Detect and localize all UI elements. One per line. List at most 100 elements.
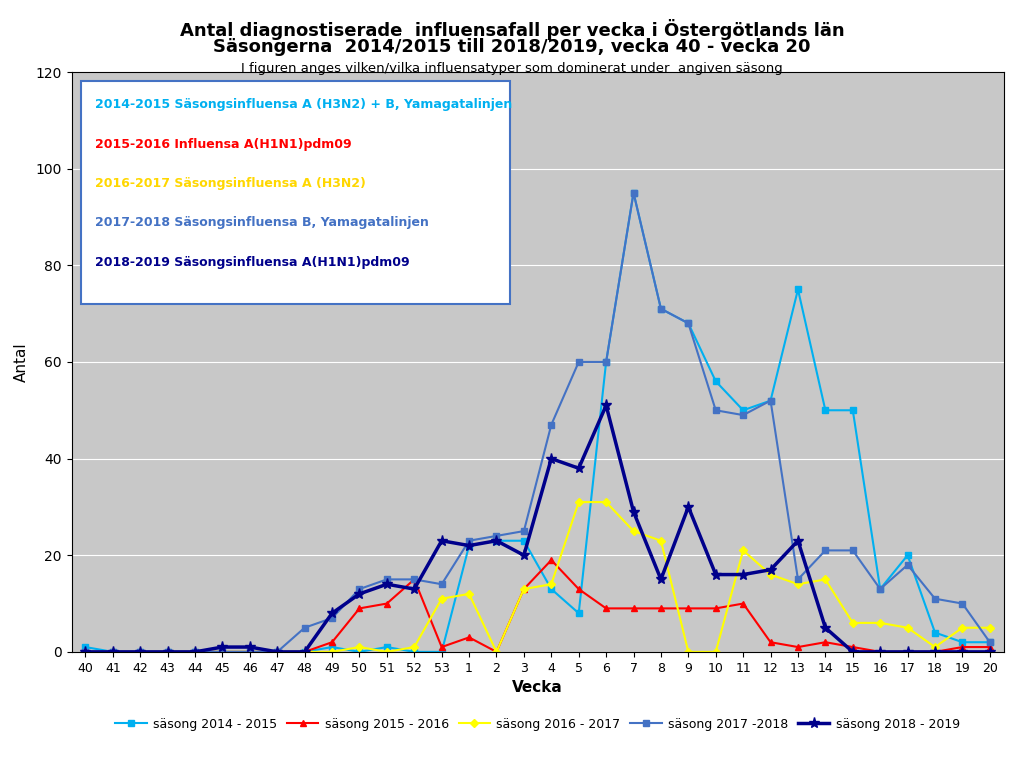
säsong 2018 - 2019 bbox=[271, 647, 284, 656]
säsong 2018 - 2019 bbox=[326, 609, 338, 618]
säsong 2017 -2018 bbox=[463, 536, 475, 545]
säsong 2018 - 2019 bbox=[79, 647, 91, 656]
säsong 2017 -2018 bbox=[353, 584, 366, 594]
säsong 2015 - 2016 bbox=[874, 647, 887, 656]
säsong 2015 - 2016 bbox=[984, 643, 996, 652]
säsong 2017 -2018 bbox=[792, 575, 804, 584]
säsong 2016 - 2017 bbox=[134, 647, 146, 656]
Line: säsong 2015 - 2016: säsong 2015 - 2016 bbox=[82, 556, 993, 656]
säsong 2014 - 2015 bbox=[326, 643, 338, 652]
säsong 2015 - 2016 bbox=[819, 637, 831, 647]
säsong 2018 - 2019 bbox=[162, 647, 174, 656]
säsong 2017 -2018 bbox=[326, 613, 338, 622]
säsong 2014 - 2015 bbox=[435, 647, 447, 656]
säsong 2018 - 2019 bbox=[106, 647, 119, 656]
säsong 2018 - 2019 bbox=[901, 647, 913, 656]
säsong 2018 - 2019 bbox=[299, 647, 311, 656]
säsong 2015 - 2016 bbox=[929, 647, 941, 656]
säsong 2014 - 2015 bbox=[682, 318, 694, 327]
säsong 2017 -2018 bbox=[956, 599, 969, 608]
Legend: säsong 2014 - 2015, säsong 2015 - 2016, säsong 2016 - 2017, säsong 2017 -2018, s: säsong 2014 - 2015, säsong 2015 - 2016, … bbox=[111, 713, 965, 735]
säsong 2017 -2018 bbox=[299, 623, 311, 632]
säsong 2018 - 2019 bbox=[463, 541, 475, 550]
säsong 2018 - 2019 bbox=[956, 647, 969, 656]
säsong 2016 - 2017 bbox=[654, 536, 667, 545]
säsong 2017 -2018 bbox=[901, 560, 913, 569]
säsong 2016 - 2017 bbox=[737, 546, 750, 555]
säsong 2018 - 2019 bbox=[381, 580, 393, 589]
säsong 2017 -2018 bbox=[545, 420, 557, 429]
säsong 2015 - 2016 bbox=[628, 604, 640, 613]
säsong 2016 - 2017 bbox=[299, 647, 311, 656]
säsong 2015 - 2016 bbox=[216, 647, 228, 656]
Text: I figuren anges vilken/vilka influensatyper som dominerat under  angiven säsong: I figuren anges vilken/vilka influensaty… bbox=[241, 62, 783, 75]
säsong 2016 - 2017 bbox=[929, 643, 941, 652]
säsong 2015 - 2016 bbox=[353, 604, 366, 613]
säsong 2017 -2018 bbox=[874, 584, 887, 594]
säsong 2016 - 2017 bbox=[518, 584, 530, 594]
säsong 2014 - 2015 bbox=[572, 609, 585, 618]
säsong 2015 - 2016 bbox=[162, 647, 174, 656]
säsong 2018 - 2019 bbox=[134, 647, 146, 656]
säsong 2014 - 2015 bbox=[847, 406, 859, 415]
Text: 2018-2019 Säsongsinfluensa A(H1N1)pdm09: 2018-2019 Säsongsinfluensa A(H1N1)pdm09 bbox=[95, 256, 410, 269]
säsong 2017 -2018 bbox=[819, 546, 831, 555]
säsong 2017 -2018 bbox=[518, 527, 530, 536]
säsong 2017 -2018 bbox=[682, 318, 694, 327]
säsong 2016 - 2017 bbox=[819, 575, 831, 584]
säsong 2014 - 2015 bbox=[901, 550, 913, 559]
säsong 2016 - 2017 bbox=[956, 623, 969, 632]
säsong 2016 - 2017 bbox=[764, 570, 776, 579]
säsong 2015 - 2016 bbox=[188, 647, 201, 656]
säsong 2015 - 2016 bbox=[737, 599, 750, 608]
säsong 2017 -2018 bbox=[490, 531, 503, 540]
säsong 2016 - 2017 bbox=[874, 619, 887, 628]
säsong 2014 - 2015 bbox=[134, 647, 146, 656]
säsong 2017 -2018 bbox=[435, 580, 447, 589]
säsong 2016 - 2017 bbox=[490, 647, 503, 656]
Text: Säsongerna  2014/2015 till 2018/2019, vecka 40 - vecka 20: Säsongerna 2014/2015 till 2018/2019, vec… bbox=[213, 38, 811, 56]
säsong 2018 - 2019 bbox=[929, 647, 941, 656]
säsong 2017 -2018 bbox=[600, 358, 612, 367]
säsong 2014 - 2015 bbox=[874, 584, 887, 594]
säsong 2014 - 2015 bbox=[956, 637, 969, 647]
säsong 2014 - 2015 bbox=[545, 584, 557, 594]
säsong 2017 -2018 bbox=[654, 304, 667, 313]
FancyBboxPatch shape bbox=[81, 80, 510, 304]
säsong 2015 - 2016 bbox=[518, 584, 530, 594]
säsong 2017 -2018 bbox=[271, 647, 284, 656]
säsong 2014 - 2015 bbox=[188, 647, 201, 656]
säsong 2016 - 2017 bbox=[984, 623, 996, 632]
säsong 2016 - 2017 bbox=[381, 647, 393, 656]
säsong 2018 - 2019 bbox=[628, 507, 640, 516]
Text: 2016-2017 Säsongsinfluensa A (H3N2): 2016-2017 Säsongsinfluensa A (H3N2) bbox=[95, 177, 366, 190]
säsong 2016 - 2017 bbox=[847, 619, 859, 628]
säsong 2018 - 2019 bbox=[216, 643, 228, 652]
säsong 2018 - 2019 bbox=[819, 623, 831, 632]
säsong 2016 - 2017 bbox=[271, 647, 284, 656]
säsong 2018 - 2019 bbox=[984, 647, 996, 656]
säsong 2017 -2018 bbox=[409, 575, 421, 584]
säsong 2018 - 2019 bbox=[654, 575, 667, 584]
säsong 2016 - 2017 bbox=[106, 647, 119, 656]
säsong 2018 - 2019 bbox=[682, 503, 694, 512]
säsong 2016 - 2017 bbox=[600, 497, 612, 506]
säsong 2016 - 2017 bbox=[244, 647, 256, 656]
säsong 2015 - 2016 bbox=[326, 637, 338, 647]
säsong 2016 - 2017 bbox=[79, 647, 91, 656]
säsong 2014 - 2015 bbox=[271, 647, 284, 656]
säsong 2014 - 2015 bbox=[654, 304, 667, 313]
säsong 2016 - 2017 bbox=[545, 580, 557, 589]
säsong 2018 - 2019 bbox=[600, 401, 612, 410]
säsong 2015 - 2016 bbox=[271, 647, 284, 656]
säsong 2015 - 2016 bbox=[435, 643, 447, 652]
säsong 2018 - 2019 bbox=[188, 647, 201, 656]
säsong 2016 - 2017 bbox=[463, 590, 475, 599]
säsong 2015 - 2016 bbox=[847, 643, 859, 652]
säsong 2014 - 2015 bbox=[79, 643, 91, 652]
säsong 2015 - 2016 bbox=[299, 647, 311, 656]
säsong 2016 - 2017 bbox=[628, 527, 640, 536]
säsong 2018 - 2019 bbox=[353, 590, 366, 599]
säsong 2015 - 2016 bbox=[545, 556, 557, 565]
säsong 2017 -2018 bbox=[737, 411, 750, 420]
